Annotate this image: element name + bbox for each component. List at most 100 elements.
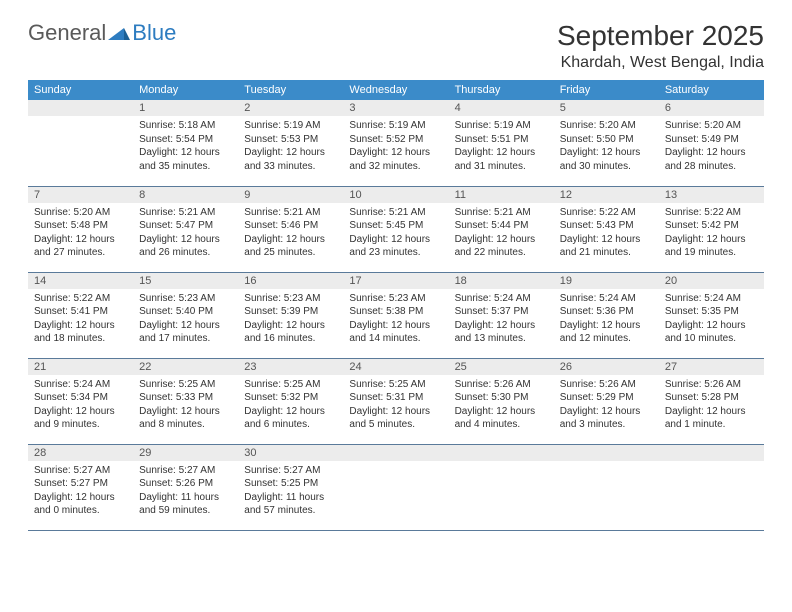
daylight-text: Daylight: 12 hours and 22 minutes. — [455, 233, 548, 260]
calendar-day-cell: 2Sunrise: 5:19 AMSunset: 5:53 PMDaylight… — [238, 100, 343, 186]
day-content: Sunrise: 5:26 AMSunset: 5:30 PMDaylight:… — [449, 375, 554, 436]
day-number: 13 — [659, 187, 764, 203]
sunrise-text: Sunrise: 5:26 AM — [560, 378, 653, 392]
calendar-day-cell: 21Sunrise: 5:24 AMSunset: 5:34 PMDayligh… — [28, 358, 133, 444]
sunrise-text: Sunrise: 5:22 AM — [560, 206, 653, 220]
sunrise-text: Sunrise: 5:24 AM — [455, 292, 548, 306]
logo-text-general: General — [28, 20, 106, 46]
calendar-week-row: 28Sunrise: 5:27 AMSunset: 5:27 PMDayligh… — [28, 444, 764, 530]
weekday-header: Saturday — [659, 80, 764, 100]
calendar-day-cell: 9Sunrise: 5:21 AMSunset: 5:46 PMDaylight… — [238, 186, 343, 272]
day-content: Sunrise: 5:18 AMSunset: 5:54 PMDaylight:… — [133, 116, 238, 177]
sunrise-text: Sunrise: 5:22 AM — [665, 206, 758, 220]
sunrise-text: Sunrise: 5:24 AM — [34, 378, 127, 392]
sunrise-text: Sunrise: 5:21 AM — [139, 206, 232, 220]
weekday-header: Thursday — [449, 80, 554, 100]
day-content: Sunrise: 5:20 AMSunset: 5:49 PMDaylight:… — [659, 116, 764, 177]
day-content: Sunrise: 5:25 AMSunset: 5:31 PMDaylight:… — [343, 375, 448, 436]
daylight-text: Daylight: 12 hours and 8 minutes. — [139, 405, 232, 432]
daylight-text: Daylight: 12 hours and 13 minutes. — [455, 319, 548, 346]
day-number: 17 — [343, 273, 448, 289]
calendar-day-cell — [449, 444, 554, 530]
calendar-day-cell: 1Sunrise: 5:18 AMSunset: 5:54 PMDaylight… — [133, 100, 238, 186]
calendar-day-cell: 14Sunrise: 5:22 AMSunset: 5:41 PMDayligh… — [28, 272, 133, 358]
calendar-day-cell: 15Sunrise: 5:23 AMSunset: 5:40 PMDayligh… — [133, 272, 238, 358]
sunset-text: Sunset: 5:37 PM — [455, 305, 548, 319]
sunrise-text: Sunrise: 5:26 AM — [665, 378, 758, 392]
day-content: Sunrise: 5:27 AMSunset: 5:26 PMDaylight:… — [133, 461, 238, 522]
day-number: 15 — [133, 273, 238, 289]
sunrise-text: Sunrise: 5:22 AM — [34, 292, 127, 306]
header: General Blue September 2025 Khardah, Wes… — [28, 20, 764, 72]
daylight-text: Daylight: 12 hours and 31 minutes. — [455, 146, 548, 173]
calendar-day-cell — [659, 444, 764, 530]
calendar-day-cell: 7Sunrise: 5:20 AMSunset: 5:48 PMDaylight… — [28, 186, 133, 272]
daylight-text: Daylight: 12 hours and 10 minutes. — [665, 319, 758, 346]
location-text: Khardah, West Bengal, India — [557, 54, 764, 72]
sunset-text: Sunset: 5:35 PM — [665, 305, 758, 319]
weekday-header: Friday — [554, 80, 659, 100]
calendar-day-cell: 4Sunrise: 5:19 AMSunset: 5:51 PMDaylight… — [449, 100, 554, 186]
day-content: Sunrise: 5:19 AMSunset: 5:52 PMDaylight:… — [343, 116, 448, 177]
day-number: 29 — [133, 445, 238, 461]
day-number: 10 — [343, 187, 448, 203]
daylight-text: Daylight: 12 hours and 32 minutes. — [349, 146, 442, 173]
day-content: Sunrise: 5:21 AMSunset: 5:46 PMDaylight:… — [238, 203, 343, 264]
sunrise-text: Sunrise: 5:20 AM — [665, 119, 758, 133]
day-content: Sunrise: 5:23 AMSunset: 5:40 PMDaylight:… — [133, 289, 238, 350]
sunrise-text: Sunrise: 5:20 AM — [34, 206, 127, 220]
day-number — [343, 445, 448, 461]
day-number: 3 — [343, 100, 448, 116]
day-number: 22 — [133, 359, 238, 375]
sunrise-text: Sunrise: 5:19 AM — [349, 119, 442, 133]
sunset-text: Sunset: 5:47 PM — [139, 219, 232, 233]
sunset-text: Sunset: 5:49 PM — [665, 133, 758, 147]
day-number: 24 — [343, 359, 448, 375]
day-content: Sunrise: 5:21 AMSunset: 5:44 PMDaylight:… — [449, 203, 554, 264]
day-content: Sunrise: 5:26 AMSunset: 5:28 PMDaylight:… — [659, 375, 764, 436]
calendar-week-row: 14Sunrise: 5:22 AMSunset: 5:41 PMDayligh… — [28, 272, 764, 358]
daylight-text: Daylight: 12 hours and 17 minutes. — [139, 319, 232, 346]
day-content: Sunrise: 5:23 AMSunset: 5:39 PMDaylight:… — [238, 289, 343, 350]
day-content: Sunrise: 5:22 AMSunset: 5:42 PMDaylight:… — [659, 203, 764, 264]
daylight-text: Daylight: 12 hours and 21 minutes. — [560, 233, 653, 260]
sunset-text: Sunset: 5:52 PM — [349, 133, 442, 147]
daylight-text: Daylight: 12 hours and 18 minutes. — [34, 319, 127, 346]
calendar-day-cell: 10Sunrise: 5:21 AMSunset: 5:45 PMDayligh… — [343, 186, 448, 272]
daylight-text: Daylight: 11 hours and 59 minutes. — [139, 491, 232, 518]
day-number: 28 — [28, 445, 133, 461]
sunset-text: Sunset: 5:50 PM — [560, 133, 653, 147]
day-number — [554, 445, 659, 461]
sunrise-text: Sunrise: 5:19 AM — [455, 119, 548, 133]
calendar-day-cell: 6Sunrise: 5:20 AMSunset: 5:49 PMDaylight… — [659, 100, 764, 186]
day-number: 18 — [449, 273, 554, 289]
day-number: 9 — [238, 187, 343, 203]
sunset-text: Sunset: 5:46 PM — [244, 219, 337, 233]
day-number: 25 — [449, 359, 554, 375]
day-number: 16 — [238, 273, 343, 289]
sunset-text: Sunset: 5:27 PM — [34, 477, 127, 491]
day-content: Sunrise: 5:21 AMSunset: 5:45 PMDaylight:… — [343, 203, 448, 264]
sunrise-text: Sunrise: 5:25 AM — [349, 378, 442, 392]
day-number: 30 — [238, 445, 343, 461]
calendar-day-cell — [343, 444, 448, 530]
logo-text-blue: Blue — [132, 20, 176, 46]
calendar-day-cell: 26Sunrise: 5:26 AMSunset: 5:29 PMDayligh… — [554, 358, 659, 444]
daylight-text: Daylight: 12 hours and 26 minutes. — [139, 233, 232, 260]
month-title: September 2025 — [557, 20, 764, 52]
day-number: 4 — [449, 100, 554, 116]
weekday-header: Sunday — [28, 80, 133, 100]
day-number: 27 — [659, 359, 764, 375]
calendar-day-cell: 8Sunrise: 5:21 AMSunset: 5:47 PMDaylight… — [133, 186, 238, 272]
calendar-day-cell: 20Sunrise: 5:24 AMSunset: 5:35 PMDayligh… — [659, 272, 764, 358]
day-content: Sunrise: 5:19 AMSunset: 5:51 PMDaylight:… — [449, 116, 554, 177]
daylight-text: Daylight: 12 hours and 35 minutes. — [139, 146, 232, 173]
sunrise-text: Sunrise: 5:23 AM — [139, 292, 232, 306]
sunset-text: Sunset: 5:32 PM — [244, 391, 337, 405]
day-number: 1 — [133, 100, 238, 116]
calendar-day-cell: 3Sunrise: 5:19 AMSunset: 5:52 PMDaylight… — [343, 100, 448, 186]
sunset-text: Sunset: 5:31 PM — [349, 391, 442, 405]
calendar-week-row: 21Sunrise: 5:24 AMSunset: 5:34 PMDayligh… — [28, 358, 764, 444]
day-number: 7 — [28, 187, 133, 203]
calendar-day-cell: 22Sunrise: 5:25 AMSunset: 5:33 PMDayligh… — [133, 358, 238, 444]
